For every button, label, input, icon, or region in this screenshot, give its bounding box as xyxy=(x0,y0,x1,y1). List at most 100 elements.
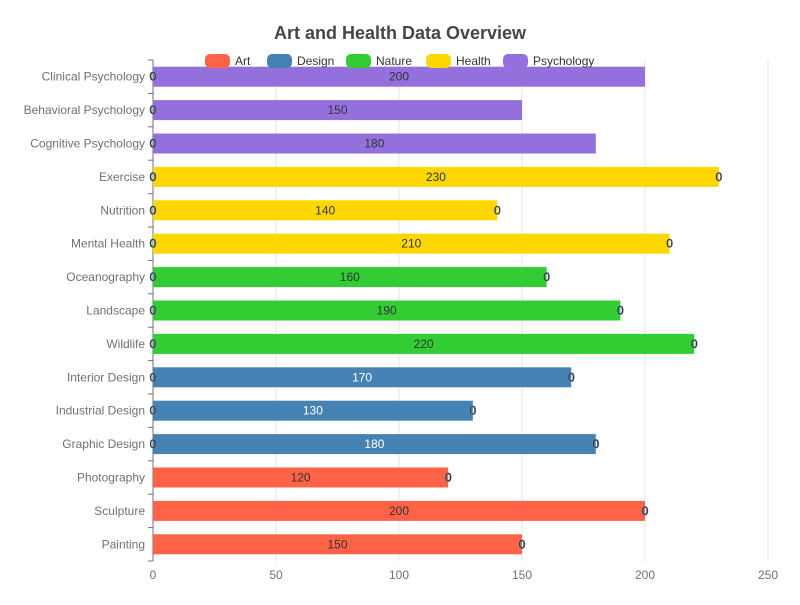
legend-item-art[interactable]: Art xyxy=(205,54,251,68)
data-label-nature-landscape: 190 xyxy=(377,304,397,318)
data-label-psychology-clinical-psychology: 200 xyxy=(389,70,409,84)
data-label-psychology-nutrition: 0 xyxy=(494,203,501,217)
data-label-health-nutrition: 140 xyxy=(315,203,335,217)
legend-swatch-nature xyxy=(346,54,371,68)
bar-design-graphic-design[interactable] xyxy=(153,434,596,455)
bar-psychology-clinical-psychology[interactable] xyxy=(153,66,645,87)
bar-psychology-behavioral-psychology[interactable] xyxy=(153,100,522,121)
data-label-art-exercise: 0 xyxy=(150,170,157,184)
data-label-art-painting: 150 xyxy=(327,537,347,551)
bar-nature-wildlife[interactable] xyxy=(153,333,695,354)
data-label-art-graphic-design: 0 xyxy=(150,437,157,451)
data-label-nature-oceanography: 160 xyxy=(340,270,360,284)
data-label-psychology-industrial-design: 0 xyxy=(469,404,476,418)
data-label-design-clinical-psychology: 0 xyxy=(150,70,157,84)
x-tick-label-100: 100 xyxy=(389,568,409,582)
data-label-psychology-painting: 0 xyxy=(519,537,526,551)
data-label-design-painting: 0 xyxy=(519,537,526,551)
data-label-psychology-cognitive-psychology: 180 xyxy=(364,137,384,151)
data-label-art-industrial-design: 0 xyxy=(150,404,157,418)
data-label-nature-wildlife: 220 xyxy=(414,337,434,351)
bar-design-interior-design[interactable] xyxy=(153,367,572,388)
x-tick-label-150: 150 xyxy=(512,568,532,582)
data-label-psychology-wildlife: 0 xyxy=(691,337,698,351)
legend-swatch-psychology xyxy=(503,54,528,68)
data-label-art-photography: 120 xyxy=(291,471,311,485)
bar-design-industrial-design[interactable] xyxy=(153,400,473,421)
bar-art-painting[interactable] xyxy=(153,534,522,555)
bar-art-sculpture[interactable] xyxy=(153,500,645,521)
y-tick-label-sculpture: Sculpture xyxy=(94,504,145,518)
bars-layer xyxy=(153,66,719,555)
legend-label-psychology: Psychology xyxy=(533,54,594,68)
data-label-nature-nutrition: 0 xyxy=(150,203,157,217)
data-label-psychology-oceanography: 0 xyxy=(543,270,550,284)
data-label-health-painting: 0 xyxy=(519,537,526,551)
data-label-design-mental-health: 0 xyxy=(150,237,157,251)
data-label-nature-sculpture: 0 xyxy=(642,504,649,518)
legend-swatch-health xyxy=(426,54,451,68)
data-label-health-clinical-psychology: 0 xyxy=(150,70,157,84)
data-label-health-industrial-design: 0 xyxy=(469,404,476,418)
data-label-art-mental-health: 0 xyxy=(150,237,157,251)
y-tick-label-industrial-design: Industrial Design xyxy=(56,404,145,418)
data-label-psychology-mental-health: 0 xyxy=(666,237,673,251)
data-label-health-mental-health: 210 xyxy=(401,237,421,251)
y-tick-label-cognitive-psychology: Cognitive Psychology xyxy=(30,137,145,151)
y-tick-label-behavioral-psychology: Behavioral Psychology xyxy=(24,103,145,117)
data-label-design-cognitive-psychology: 0 xyxy=(150,137,157,151)
legend-label-health: Health xyxy=(456,54,491,68)
bar-art-photography[interactable] xyxy=(153,467,449,488)
data-label-psychology-graphic-design: 0 xyxy=(592,437,599,451)
data-label-art-sculpture: 200 xyxy=(389,504,409,518)
data-label-design-wildlife: 0 xyxy=(150,337,157,351)
data-label-nature-graphic-design: 0 xyxy=(592,437,599,451)
data-label-design-sculpture: 0 xyxy=(642,504,649,518)
legend-label-art: Art xyxy=(235,54,251,68)
legend-label-design: Design xyxy=(297,54,334,68)
data-label-design-behavioral-psychology: 0 xyxy=(150,103,157,117)
legend-item-psychology[interactable]: Psychology xyxy=(503,54,594,68)
data-label-psychology-sculpture: 0 xyxy=(642,504,649,518)
legend-label-nature: Nature xyxy=(376,54,412,68)
legend-item-health[interactable]: Health xyxy=(426,54,491,68)
bar-health-nutrition[interactable] xyxy=(153,200,498,221)
data-label-health-behavioral-psychology: 0 xyxy=(150,103,157,117)
y-tick-label-mental-health: Mental Health xyxy=(71,237,145,251)
data-label-design-industrial-design: 130 xyxy=(303,404,323,418)
y-tick-label-wildlife: Wildlife xyxy=(106,337,145,351)
data-label-psychology-behavioral-psychology: 150 xyxy=(327,103,347,117)
data-label-health-landscape: 0 xyxy=(617,304,624,318)
data-label-art-clinical-psychology: 0 xyxy=(150,70,157,84)
chart-title: Art and Health Data Overview xyxy=(274,23,527,43)
data-label-health-photography: 0 xyxy=(445,471,452,485)
legend-swatch-design xyxy=(267,54,292,68)
bar-health-mental-health[interactable] xyxy=(153,233,670,254)
data-label-art-landscape: 0 xyxy=(150,304,157,318)
bar-health-exercise[interactable] xyxy=(153,166,719,187)
legend-item-design[interactable]: Design xyxy=(267,54,334,68)
data-label-health-exercise: 230 xyxy=(426,170,446,184)
data-label-psychology-interior-design: 0 xyxy=(568,370,575,384)
data-label-art-cognitive-psychology: 0 xyxy=(150,137,157,151)
y-tick-label-landscape: Landscape xyxy=(86,304,145,318)
data-label-health-wildlife: 0 xyxy=(691,337,698,351)
data-label-nature-industrial-design: 0 xyxy=(469,404,476,418)
y-tick-label-nutrition: Nutrition xyxy=(100,203,145,217)
legend-item-nature[interactable]: Nature xyxy=(346,54,412,68)
y-tick-label-oceanography: Oceanography xyxy=(66,270,145,284)
data-label-health-graphic-design: 0 xyxy=(592,437,599,451)
x-tick-label-250: 250 xyxy=(758,568,778,582)
data-label-art-wildlife: 0 xyxy=(150,337,157,351)
data-label-nature-interior-design: 0 xyxy=(568,370,575,384)
bar-nature-oceanography[interactable] xyxy=(153,267,547,288)
y-tick-label-exercise: Exercise xyxy=(99,170,145,184)
data-label-design-landscape: 0 xyxy=(150,304,157,318)
bar-nature-landscape[interactable] xyxy=(153,300,621,321)
data-label-nature-photography: 0 xyxy=(445,471,452,485)
bar-psychology-cognitive-psychology[interactable] xyxy=(153,133,596,154)
data-label-health-oceanography: 0 xyxy=(543,270,550,284)
data-label-nature-mental-health: 0 xyxy=(150,237,157,251)
data-label-design-exercise: 0 xyxy=(150,170,157,184)
